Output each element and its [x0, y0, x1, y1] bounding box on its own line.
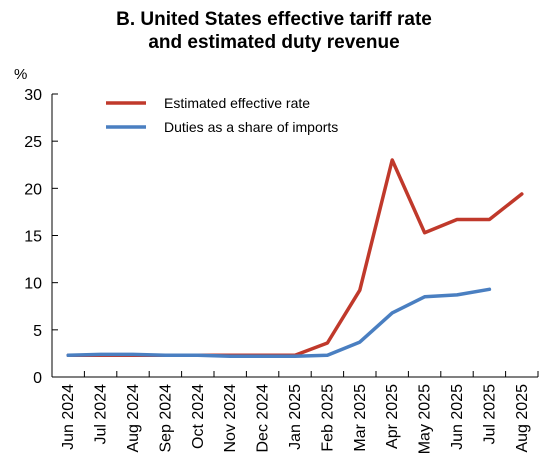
y-tick-label: 30 [24, 87, 42, 104]
y-tick-label: 25 [24, 134, 42, 151]
series-line-2 [66, 287, 492, 358]
x-tick-label: Sep 2024 [157, 384, 174, 453]
legend-label-1: Estimated effective rate [164, 95, 310, 111]
x-tick-label: Jul 2025 [481, 384, 498, 445]
x-tick-label: Oct 2024 [190, 384, 207, 449]
data-point [391, 158, 394, 162]
y-tick-label: 0 [33, 370, 42, 387]
data-point [423, 231, 426, 234]
series-line-1 [66, 158, 524, 358]
legend-label-2: Duties as a share of imports [164, 119, 338, 135]
data-point [391, 311, 394, 315]
x-tick-label: Aug 2024 [125, 384, 142, 453]
x-tick-label: Feb 2025 [319, 384, 336, 452]
data-point [358, 289, 361, 292]
y-tick-label: 15 [24, 229, 42, 246]
data-point [99, 353, 102, 356]
x-tick-label: Aug 2025 [514, 384, 531, 453]
x-tick-label: Jan 2025 [287, 384, 304, 450]
data-point [164, 354, 167, 357]
x-tick-label: Dec 2024 [255, 384, 272, 453]
x-tick-label: Jun 2025 [449, 384, 466, 450]
data-point [455, 293, 459, 297]
chart-title: B. United States effective tariff rate a… [0, 8, 548, 54]
x-tick-label: Jun 2024 [60, 384, 77, 450]
data-point [423, 295, 426, 298]
x-tick-label: Apr 2025 [384, 384, 401, 449]
y-tick-label: 10 [24, 276, 42, 293]
data-point [520, 192, 523, 196]
data-point [488, 288, 491, 291]
x-tick-label: Mar 2025 [352, 384, 369, 452]
data-point [261, 355, 264, 358]
data-point [326, 341, 329, 345]
data-point [358, 340, 361, 344]
data-point [196, 354, 199, 357]
data-point [229, 355, 232, 358]
x-tick-label: Nov 2024 [222, 384, 239, 453]
y-tick-label: 5 [33, 323, 42, 340]
chart-title-line-1: B. United States effective tariff rate [116, 9, 432, 30]
data-point [326, 354, 329, 357]
chart-title-line-2: and estimated duty revenue [148, 32, 400, 53]
y-tick-label: 20 [24, 181, 42, 198]
data-point [455, 218, 459, 221]
y-axis-unit: % [14, 66, 28, 83]
x-tick-label: May 2025 [417, 384, 434, 454]
data-point [131, 353, 135, 356]
x-tick-label: Jul 2024 [93, 384, 110, 445]
data-point [293, 355, 297, 358]
data-point [67, 354, 70, 357]
data-point [488, 218, 491, 221]
